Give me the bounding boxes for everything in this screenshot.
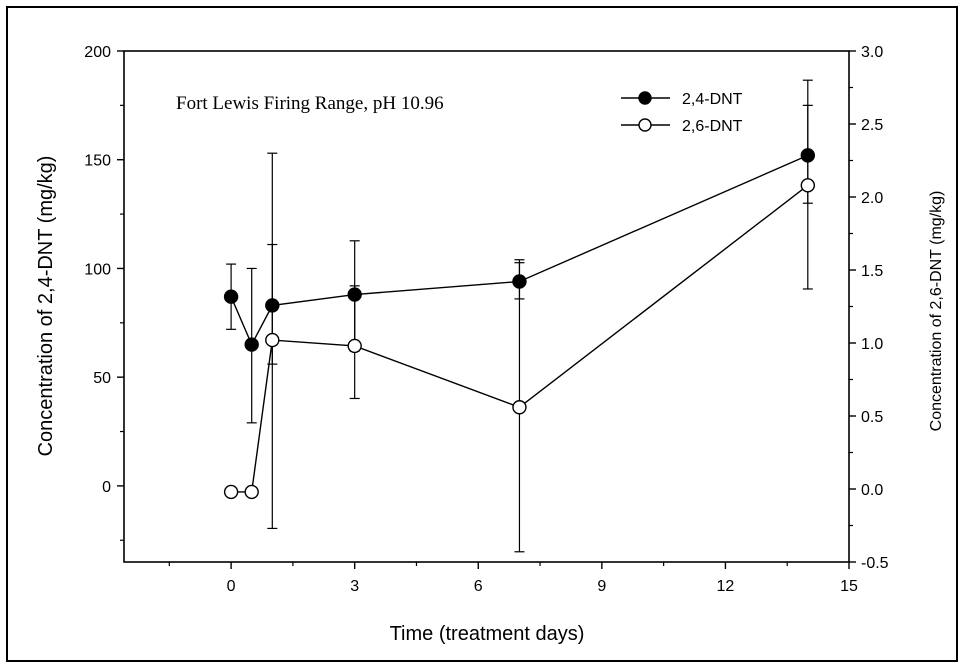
- y-tick-label: 50: [93, 370, 111, 387]
- legend-marker-24dnt: [638, 91, 652, 105]
- y-tick-label: 150: [84, 153, 111, 170]
- data-point-26dnt: [512, 400, 527, 415]
- figure-frame: [6, 6, 958, 662]
- data-point-26dnt: [800, 178, 816, 193]
- y2-tick-label: 1.0: [861, 336, 883, 353]
- y2-tick-label: -0.5: [861, 555, 889, 572]
- y-tick-label: 0: [102, 479, 111, 496]
- data-point-24dnt: [244, 337, 259, 352]
- y2-tick-label: 3.0: [861, 44, 883, 61]
- data-point-26dnt: [223, 484, 239, 500]
- legend-label-24dnt: 2,4-DNT: [682, 91, 743, 108]
- data-point-26dnt: [347, 338, 362, 354]
- y-tick-label: 100: [84, 261, 111, 278]
- y-axis-title: Concentration of 2,4-DNT (mg/kg): [35, 156, 57, 457]
- y2-tick-label: 2.0: [861, 190, 883, 207]
- x-tick-label: 0: [227, 578, 236, 595]
- x-axis-title: Time (treatment days): [390, 623, 585, 645]
- legend-label-26dnt: 2,6-DNT: [682, 118, 743, 135]
- series-line-24dnt: [230, 154, 809, 347]
- y2-tick-label: 0.5: [861, 409, 883, 426]
- x-tick-label: 3: [350, 578, 359, 595]
- y2-tick-label: 1.5: [861, 263, 883, 280]
- legend-marker-26dnt: [638, 118, 652, 132]
- data-point-24dnt: [800, 148, 816, 163]
- annotation-label: Fort Lewis Firing Range, pH 10.96: [176, 93, 444, 114]
- legend: 2,4-DNT 2,6-DNT: [621, 91, 743, 135]
- x-tick-label: 9: [597, 578, 606, 595]
- y2-axis-title: Concentration of 2,6-DNT (mg/kg): [928, 191, 945, 432]
- y2-tick-label: 0.0: [861, 482, 883, 499]
- y-axis-right: -0.5 0.0 0.5 1.0 1.5 2.0 2.5 3.0: [849, 44, 889, 572]
- x-tick-label: 15: [840, 578, 858, 595]
- data-point-24dnt: [223, 289, 239, 304]
- y-tick-label: 200: [84, 44, 111, 61]
- data-point-24dnt: [512, 274, 527, 289]
- data-point-26dnt: [265, 332, 280, 348]
- x-tick-label: 12: [717, 578, 735, 595]
- y-axis-left: 0 50 100 150 200: [84, 44, 124, 541]
- series-layer: [223, 79, 816, 553]
- x-tick-label: 6: [474, 578, 483, 595]
- y2-tick-label: 2.5: [861, 117, 883, 134]
- data-point-26dnt: [244, 484, 259, 500]
- x-axis: 0 3 6 9 12 15: [168, 562, 858, 595]
- data-point-24dnt: [347, 287, 362, 302]
- data-point-24dnt: [265, 298, 280, 313]
